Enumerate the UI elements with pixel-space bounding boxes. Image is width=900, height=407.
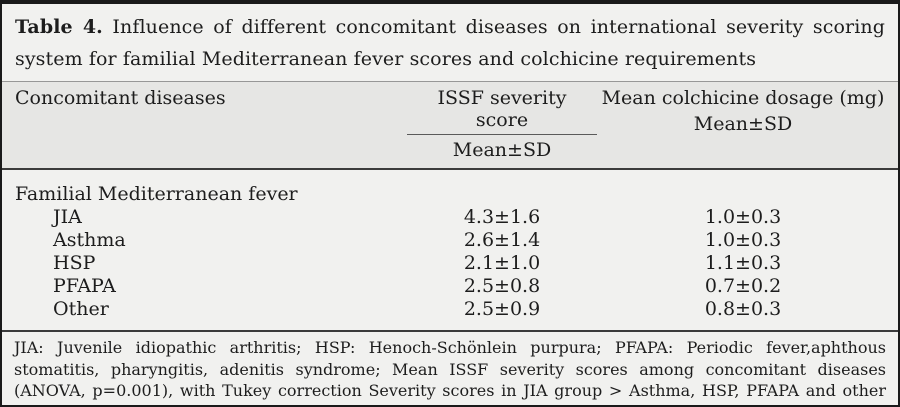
table-caption: Table 4. Influence of different concomit…	[2, 4, 898, 81]
dosage-value: 0.8±0.3	[704, 298, 782, 320]
issf-value: 4.3±1.6	[463, 206, 541, 228]
disease-cell: JIA	[53, 206, 82, 228]
column-header-row: Concomitant diseases ISSF severity score…	[2, 81, 898, 170]
disease-cell: HSP	[53, 252, 96, 274]
table-number-label: Table 4.	[15, 16, 103, 38]
group-row-fmf: Familial Mediterranean fever	[15, 183, 298, 205]
dosage-header-label: Mean colchicine dosage (mg)	[601, 87, 885, 109]
column-header-dosage: Mean colchicine dosage (mg) Mean±SD	[597, 87, 889, 135]
dosage-value: 1.0±0.3	[704, 229, 782, 251]
dosage-value: 1.1±0.3	[704, 252, 782, 274]
issf-value: 2.1±1.0	[463, 252, 541, 274]
table-row: PFAPA 2.5±0.8 0.7±0.2	[2, 275, 898, 298]
disease-cell: PFAPA	[53, 275, 116, 297]
footnote: JIA: Juvenile idiopathic arthritis; HSP:…	[2, 330, 898, 405]
column-header-issf: ISSF severity score Mean±SD	[407, 87, 597, 161]
disease-cell: Other	[53, 298, 109, 320]
table-row: HSP 2.1±1.0 1.1±0.3	[2, 252, 898, 275]
table-body: Familial Mediterranean fever JIA 4.3±1.6…	[2, 170, 898, 330]
table-row: JIA 4.3±1.6 1.0±0.3	[2, 206, 898, 229]
table-row: Asthma 2.6±1.4 1.0±0.3	[2, 229, 898, 252]
table-row: Other 2.5±0.9 0.8±0.3	[2, 298, 898, 321]
issf-value: 2.6±1.4	[463, 229, 541, 251]
dosage-value: 1.0±0.3	[704, 206, 782, 228]
issf-subheader-mean-sd: Mean±SD	[452, 139, 552, 161]
issf-header-label: ISSF severity score	[407, 87, 597, 135]
column-header-diseases: Concomitant diseases	[15, 87, 226, 109]
issf-value: 2.5±0.9	[463, 298, 541, 320]
table-title-text: Influence of different concomitant disea…	[15, 16, 885, 70]
issf-value: 2.5±0.8	[463, 275, 541, 297]
dosage-subheader-mean-sd: Mean±SD	[693, 113, 793, 135]
disease-cell: Asthma	[53, 229, 126, 251]
dosage-value: 0.7±0.2	[704, 275, 782, 297]
